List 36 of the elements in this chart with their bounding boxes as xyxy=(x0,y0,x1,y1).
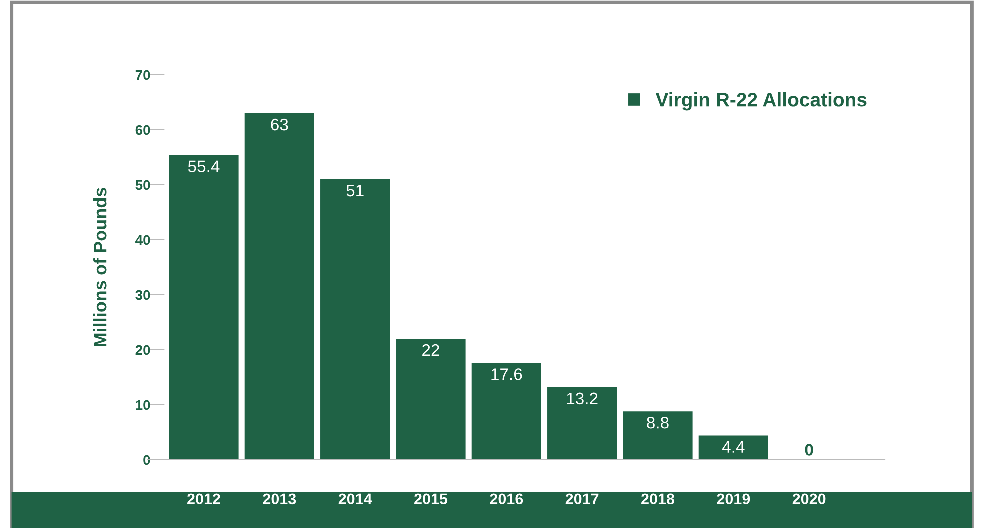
data-label: 17.6 xyxy=(492,368,522,380)
bar xyxy=(698,436,768,460)
y-tick-label: 20 xyxy=(136,345,150,356)
data-label: 22 xyxy=(422,344,440,356)
x-tick-label: 2013 xyxy=(263,494,296,505)
data-label: 8.8 xyxy=(647,416,669,429)
y-tick-label: 60 xyxy=(136,125,150,136)
bar xyxy=(320,180,390,460)
x-tick-label: 2016 xyxy=(490,494,524,505)
bar xyxy=(396,339,466,460)
legend-label: Virgin R-22 Allocations xyxy=(656,92,867,111)
x-tick-label: 2015 xyxy=(414,494,448,505)
bar xyxy=(472,363,542,460)
y-axis-title: Millions of Pounds xyxy=(94,188,107,347)
bar xyxy=(548,387,618,460)
data-label: 13.2 xyxy=(567,392,598,405)
y-tick-label: 10 xyxy=(136,400,150,410)
y-tick-label: 30 xyxy=(136,290,150,300)
data-label: 4.4 xyxy=(722,441,745,453)
data-label: 55.4 xyxy=(188,160,220,172)
x-tick-label: 2020 xyxy=(792,494,826,505)
x-tick-label: 2012 xyxy=(188,494,220,505)
bar xyxy=(623,412,693,460)
y-tick-label: 40 xyxy=(136,235,150,246)
x-tick-label: 2014 xyxy=(338,494,372,505)
bar xyxy=(244,114,314,460)
x-tick-label: 2017 xyxy=(566,494,599,505)
data-label: 0 xyxy=(805,444,814,456)
x-tick-label: 2019 xyxy=(717,494,750,505)
x-tick-label: 2018 xyxy=(642,494,675,505)
bar xyxy=(169,155,239,460)
y-tick-label: 0 xyxy=(144,455,150,466)
data-label: 51 xyxy=(346,185,364,197)
data-label: 63 xyxy=(271,118,288,131)
y-tick-label: 50 xyxy=(136,180,150,190)
y-tick-label: 70 xyxy=(136,70,150,80)
